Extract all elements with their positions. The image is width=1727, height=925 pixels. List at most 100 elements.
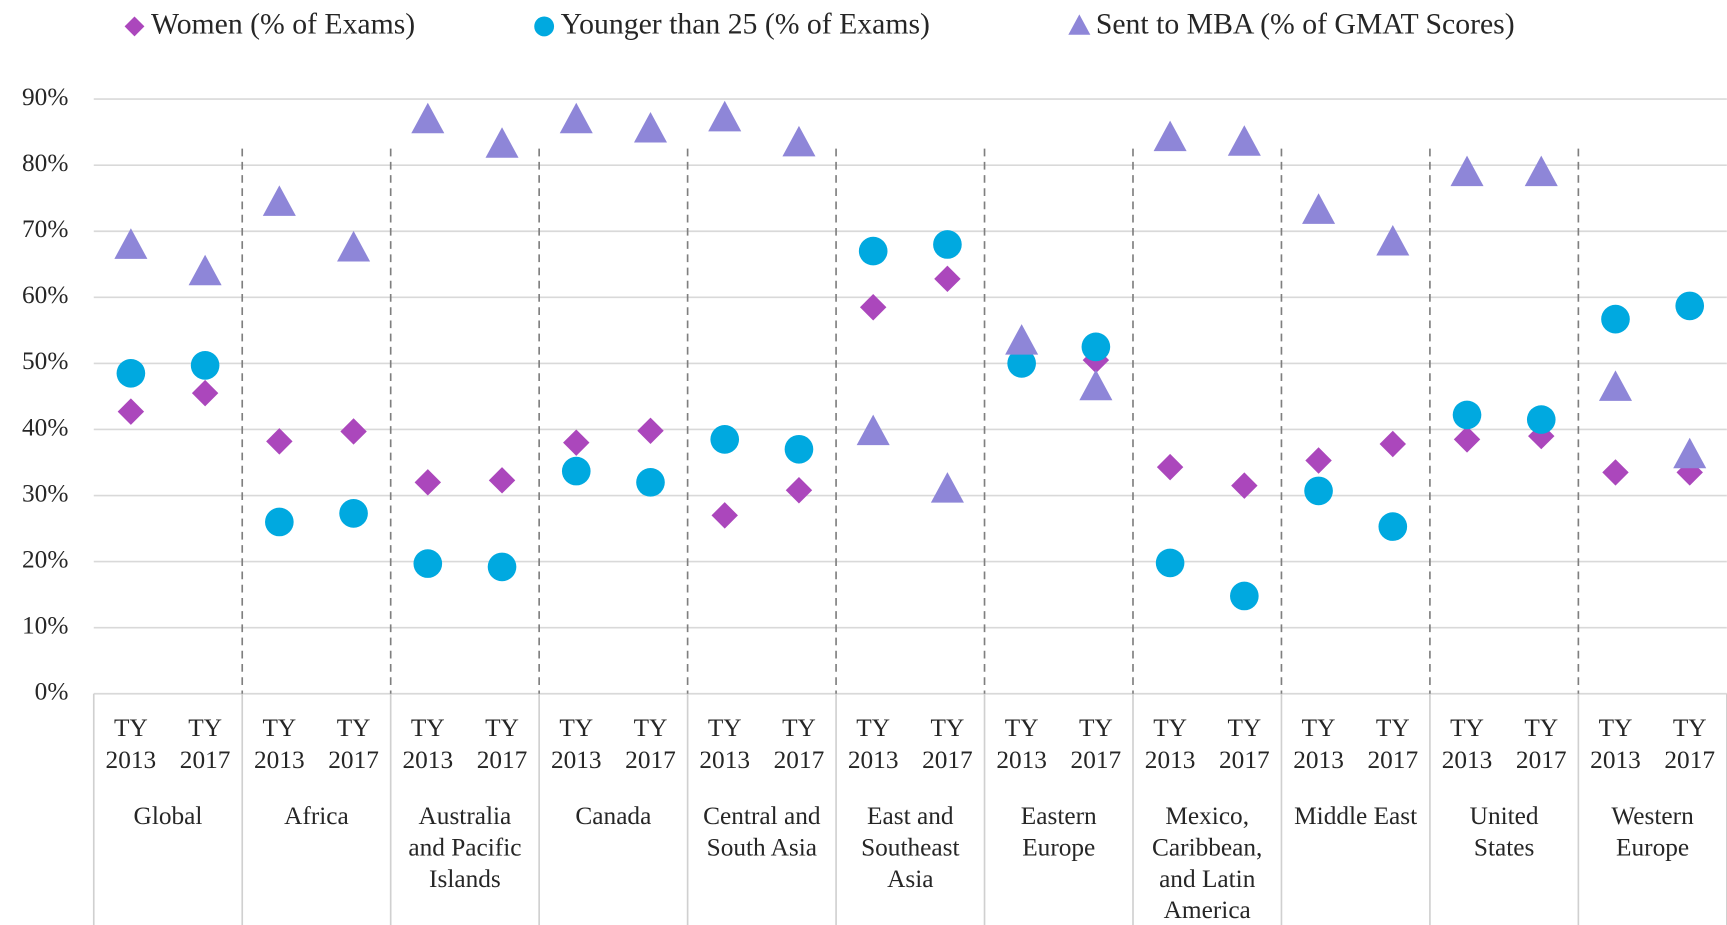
y-tick-label: 60% bbox=[22, 281, 68, 309]
data-point bbox=[339, 499, 368, 528]
x-tick-label: TY 2013 bbox=[402, 714, 453, 774]
data-point bbox=[1007, 349, 1036, 378]
data-point bbox=[856, 414, 890, 446]
group-label: Mexico, bbox=[1165, 802, 1249, 830]
data-point bbox=[1675, 291, 1705, 321]
x-tick-label: TY 2013 bbox=[848, 714, 899, 774]
data-point bbox=[934, 265, 961, 293]
group-label: South Asia bbox=[707, 833, 817, 861]
data-point bbox=[414, 469, 442, 496]
data-point bbox=[859, 294, 887, 321]
data-point bbox=[1155, 548, 1185, 578]
data-point bbox=[1673, 437, 1707, 469]
x-tick-label: TY 2017 bbox=[1516, 714, 1567, 774]
x-tick-label: TY 2017 bbox=[774, 714, 825, 774]
x-tick-label: TY 2013 bbox=[1590, 714, 1641, 774]
data-point bbox=[785, 477, 813, 504]
data-point bbox=[1602, 459, 1629, 486]
y-tick-label: 10% bbox=[22, 611, 68, 639]
x-tick-label: TY 2013 bbox=[1145, 714, 1196, 774]
data-point bbox=[487, 552, 517, 582]
y-tick-label: 30% bbox=[22, 479, 68, 507]
data-point bbox=[561, 456, 591, 486]
data-point bbox=[1230, 581, 1259, 611]
data-point bbox=[114, 228, 148, 259]
y-tick-label: 40% bbox=[22, 413, 68, 441]
group-label: United bbox=[1470, 802, 1539, 830]
data-point bbox=[262, 185, 296, 216]
group-label: Europe bbox=[1022, 833, 1095, 861]
group-label: Canada bbox=[575, 802, 651, 830]
legend-label: Younger than 25 (% of Exams) bbox=[561, 8, 930, 40]
data-point bbox=[1304, 476, 1333, 506]
group-label: States bbox=[1474, 833, 1534, 861]
data-point bbox=[1524, 155, 1558, 187]
data-point bbox=[340, 418, 367, 445]
data-point bbox=[266, 428, 293, 455]
data-point bbox=[488, 467, 516, 494]
x-tick-label: TY 2017 bbox=[1071, 714, 1122, 774]
x-tick-label: TY 2013 bbox=[254, 714, 305, 774]
data-point bbox=[1376, 224, 1410, 256]
data-point bbox=[1231, 472, 1258, 499]
x-tick-label: TY 2017 bbox=[328, 714, 379, 774]
data-point bbox=[1302, 193, 1336, 224]
y-tick-label: 20% bbox=[22, 545, 68, 573]
group-label: Southeast bbox=[861, 833, 959, 861]
data-point bbox=[708, 100, 742, 132]
group-label: Africa bbox=[284, 802, 349, 830]
group-label: Europe bbox=[1616, 833, 1689, 861]
x-tick-label: TY 2017 bbox=[1664, 714, 1715, 774]
data-point bbox=[117, 398, 145, 425]
data-point bbox=[858, 236, 888, 266]
data-point bbox=[1601, 304, 1630, 334]
data-point bbox=[411, 102, 445, 134]
group-label: Caribbean, bbox=[1152, 833, 1262, 861]
data-point bbox=[559, 102, 593, 134]
group-label: Middle East bbox=[1294, 802, 1417, 830]
x-tick-label: TY 2017 bbox=[1367, 714, 1418, 774]
group-label: Eastern bbox=[1021, 802, 1097, 830]
group-label: Asia bbox=[887, 865, 933, 893]
y-tick-label: 70% bbox=[22, 215, 68, 243]
legend-marker bbox=[534, 16, 555, 37]
data-point bbox=[636, 468, 665, 497]
group-label: America bbox=[1164, 896, 1251, 924]
data-point bbox=[1305, 447, 1332, 474]
data-point bbox=[485, 127, 519, 158]
y-tick-label: 0% bbox=[35, 678, 69, 706]
data-point bbox=[1005, 324, 1039, 355]
data-point bbox=[1453, 426, 1481, 453]
data-point bbox=[190, 351, 220, 380]
group-label: Islands bbox=[429, 865, 501, 893]
data-point bbox=[188, 254, 222, 286]
group-label: East and bbox=[867, 802, 954, 830]
data-point bbox=[1156, 453, 1184, 481]
data-point bbox=[1598, 370, 1633, 401]
legend-marker bbox=[124, 16, 145, 37]
x-tick-label: TY 2013 bbox=[996, 714, 1047, 774]
group-label: Western bbox=[1611, 802, 1694, 830]
data-point bbox=[711, 502, 738, 529]
data-point bbox=[191, 379, 219, 407]
data-point bbox=[265, 507, 294, 537]
data-point bbox=[782, 125, 816, 157]
data-point bbox=[1526, 405, 1556, 434]
data-point bbox=[1081, 332, 1111, 362]
group-label: and Latin bbox=[1159, 865, 1256, 893]
x-tick-label: TY 2013 bbox=[699, 714, 750, 774]
data-point bbox=[1452, 400, 1482, 430]
y-tick-label: 50% bbox=[22, 347, 68, 375]
data-point bbox=[1378, 512, 1408, 541]
y-tick-label: 90% bbox=[22, 83, 68, 111]
data-point bbox=[930, 472, 964, 503]
data-point bbox=[563, 429, 590, 456]
data-point bbox=[1227, 125, 1261, 156]
x-tick-label: TY 2017 bbox=[180, 714, 231, 774]
data-point bbox=[784, 434, 814, 464]
x-tick-label: TY 2013 bbox=[106, 714, 157, 774]
y-tick-label: 80% bbox=[22, 149, 68, 177]
data-point bbox=[116, 358, 146, 388]
